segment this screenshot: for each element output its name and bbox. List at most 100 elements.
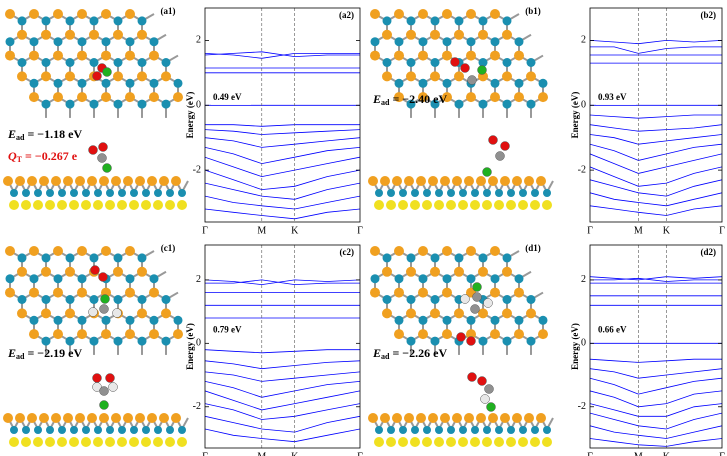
atom bbox=[382, 294, 392, 304]
value-text: = −0.267 e bbox=[22, 149, 78, 163]
atom bbox=[29, 92, 39, 103]
energy-text: Ead = −2.19 eV bbox=[7, 346, 82, 361]
atom bbox=[368, 413, 378, 423]
atom bbox=[488, 176, 498, 186]
atom bbox=[77, 315, 87, 325]
atom bbox=[41, 294, 51, 304]
atom bbox=[382, 71, 392, 82]
atom bbox=[430, 253, 440, 263]
atom bbox=[430, 266, 440, 277]
molecule-atom bbox=[466, 336, 476, 346]
x-tick-label: M bbox=[634, 225, 643, 236]
atom bbox=[490, 274, 500, 284]
atom bbox=[466, 92, 476, 103]
atom bbox=[65, 336, 75, 346]
band-line bbox=[590, 179, 722, 197]
subscript: ad bbox=[16, 133, 25, 142]
y-tick-label: -2 bbox=[193, 401, 201, 412]
atom bbox=[111, 413, 121, 423]
atom bbox=[442, 9, 452, 19]
plot-frame bbox=[204, 7, 361, 223]
atom bbox=[530, 437, 540, 447]
atom bbox=[101, 246, 111, 256]
atom bbox=[51, 176, 61, 186]
atom bbox=[41, 71, 51, 82]
atom bbox=[454, 253, 464, 263]
atom bbox=[495, 426, 503, 434]
atom bbox=[514, 315, 524, 325]
x-tick-label: K bbox=[663, 451, 671, 456]
molecule-atom bbox=[88, 145, 98, 155]
y-tick-label: 0 bbox=[581, 338, 586, 349]
atom bbox=[524, 176, 534, 186]
molecule-atom bbox=[467, 372, 477, 382]
value-text: = −2.26 eV bbox=[389, 346, 447, 360]
atom bbox=[29, 37, 39, 47]
atom bbox=[177, 200, 187, 210]
atom bbox=[512, 176, 522, 186]
atom bbox=[77, 50, 87, 61]
atom bbox=[490, 315, 500, 325]
atom bbox=[374, 437, 384, 447]
atom bbox=[394, 78, 404, 88]
atom bbox=[536, 176, 546, 186]
atom bbox=[149, 78, 159, 88]
atom bbox=[171, 413, 181, 423]
panel-label: (c1) bbox=[161, 243, 176, 253]
band-line bbox=[590, 134, 722, 145]
atom bbox=[430, 336, 440, 346]
atom bbox=[137, 99, 147, 109]
atom bbox=[418, 78, 428, 88]
atom bbox=[161, 57, 171, 67]
molecule-atom bbox=[500, 141, 510, 151]
atom bbox=[538, 78, 548, 88]
atom bbox=[39, 176, 49, 186]
y-axis-label: Energy (eV) bbox=[570, 323, 580, 370]
atom bbox=[494, 200, 504, 210]
atom bbox=[418, 37, 428, 47]
molecule-atom bbox=[102, 67, 112, 77]
atom bbox=[466, 246, 476, 256]
atom bbox=[105, 200, 115, 210]
atom bbox=[530, 200, 540, 210]
atom bbox=[440, 413, 450, 423]
atom bbox=[538, 315, 548, 325]
atom bbox=[69, 437, 79, 447]
atom bbox=[459, 426, 467, 434]
atom bbox=[502, 71, 512, 82]
atom bbox=[502, 294, 512, 304]
y-tick-label: 2 bbox=[581, 35, 586, 46]
molecule-atom bbox=[482, 167, 492, 177]
atom bbox=[442, 37, 452, 47]
atom bbox=[137, 294, 147, 304]
atom bbox=[45, 437, 55, 447]
band-line bbox=[205, 147, 360, 165]
atom bbox=[478, 308, 488, 319]
atom bbox=[129, 200, 139, 210]
atom bbox=[75, 413, 85, 423]
atom bbox=[526, 71, 536, 82]
atom bbox=[542, 200, 552, 210]
atom bbox=[137, 29, 147, 40]
atom bbox=[502, 99, 512, 109]
band-line bbox=[205, 403, 360, 420]
atom bbox=[442, 246, 452, 256]
atom bbox=[173, 92, 183, 103]
atom bbox=[416, 413, 426, 423]
molecule-atom bbox=[472, 292, 482, 302]
atom bbox=[370, 274, 380, 284]
atom bbox=[430, 29, 440, 40]
gap-annotation: 0.93 eV bbox=[598, 92, 627, 102]
atom bbox=[53, 287, 63, 298]
atom bbox=[17, 71, 27, 82]
atom bbox=[470, 200, 480, 210]
atom bbox=[142, 189, 150, 197]
atom bbox=[137, 266, 147, 277]
atom bbox=[149, 329, 159, 340]
atom bbox=[500, 413, 510, 423]
atom bbox=[394, 287, 404, 298]
atom bbox=[113, 16, 123, 26]
molecule-atom bbox=[477, 65, 487, 75]
band-line bbox=[590, 358, 722, 363]
atom bbox=[526, 308, 536, 319]
